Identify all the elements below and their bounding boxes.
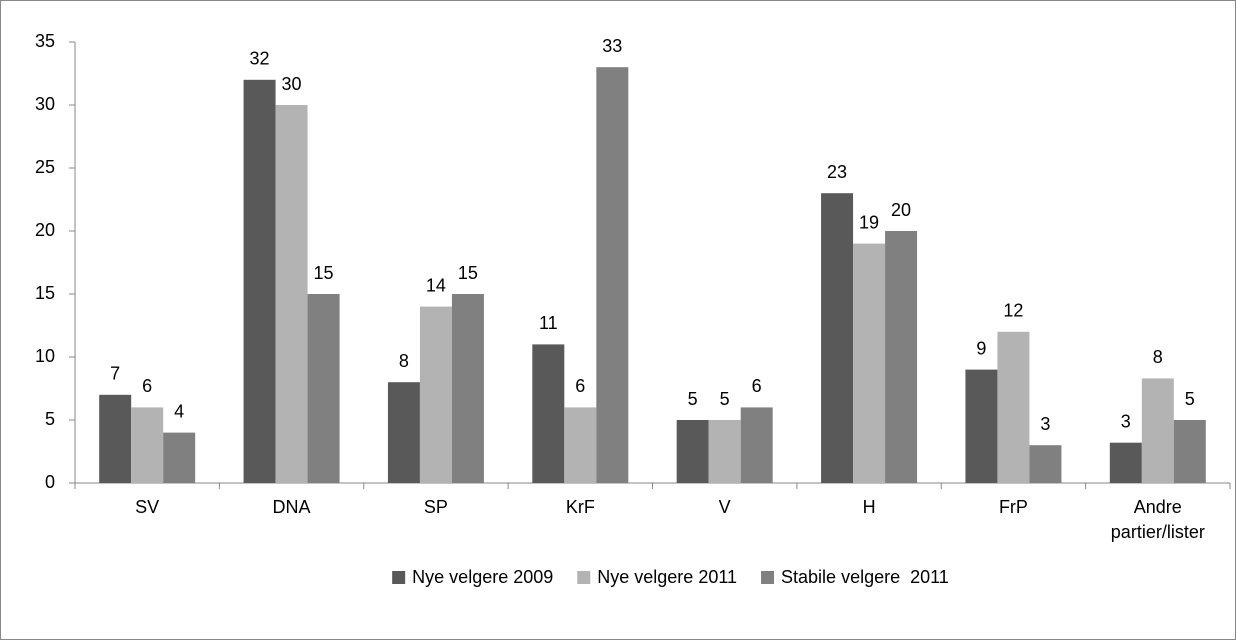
- data-label: 3: [1040, 414, 1050, 434]
- data-label: 15: [314, 263, 334, 283]
- bar: [419, 306, 452, 483]
- bar: [99, 394, 132, 483]
- bar: [1141, 378, 1174, 483]
- x-tick-label: DNA: [272, 497, 311, 517]
- bar: [997, 331, 1030, 483]
- bar: [131, 407, 164, 483]
- legend-label: Nye velgere 2009: [412, 567, 553, 587]
- legend-swatch: [392, 571, 406, 584]
- x-tick-label: H: [862, 497, 876, 517]
- data-label: 33: [602, 36, 622, 56]
- bar: [885, 231, 918, 483]
- bar: [853, 243, 886, 483]
- data-label: 5: [1185, 389, 1195, 409]
- bar: [307, 294, 340, 483]
- bar: [708, 420, 741, 483]
- data-label: 5: [720, 389, 730, 409]
- bar: [596, 67, 629, 483]
- data-label: 3: [1121, 411, 1131, 431]
- bar: [451, 294, 484, 483]
- data-label: 23: [827, 162, 847, 182]
- data-label: 4: [174, 401, 184, 421]
- bar: [564, 407, 597, 483]
- data-label: 6: [575, 376, 585, 396]
- data-label: 6: [142, 376, 152, 396]
- bar: [243, 79, 276, 484]
- y-tick-label: 25: [35, 157, 55, 177]
- data-label: 5: [688, 389, 698, 409]
- y-tick-label: 20: [35, 220, 55, 240]
- data-label: 6: [752, 376, 762, 396]
- data-label: 19: [859, 212, 879, 232]
- bar: [532, 344, 565, 483]
- bar: [821, 193, 854, 483]
- bar: [387, 382, 420, 483]
- x-tick-label: FrP: [998, 497, 1028, 517]
- y-tick-label: 0: [45, 472, 55, 492]
- y-tick-label: 35: [35, 31, 55, 51]
- data-label: 7: [110, 364, 120, 384]
- data-label: 9: [976, 338, 986, 358]
- x-tick-label: KrF: [565, 497, 595, 517]
- bar: [676, 420, 709, 483]
- y-tick-label: 15: [35, 283, 55, 303]
- bar: [1029, 445, 1062, 483]
- bar: [740, 407, 773, 483]
- legend-label: Nye velgere 2011: [597, 567, 737, 587]
- data-label: 12: [1003, 301, 1023, 321]
- legend-label: Stabile velgere 2011: [781, 567, 949, 587]
- data-label: 8: [1153, 347, 1163, 367]
- data-label: 32: [250, 49, 270, 69]
- data-label: 11: [539, 313, 558, 333]
- y-tick-label: 30: [35, 94, 55, 114]
- x-tick-label: Andre partier/lister: [1110, 497, 1205, 542]
- bar: [275, 105, 308, 483]
- data-label: 20: [891, 200, 911, 220]
- bar: [1173, 420, 1206, 483]
- y-tick-label: 10: [35, 346, 55, 366]
- x-tick-label: SP: [423, 497, 448, 517]
- y-tick-label: 5: [45, 409, 55, 429]
- x-tick-label: V: [718, 497, 731, 517]
- legend-swatch: [577, 571, 591, 584]
- data-label: 8: [399, 351, 409, 371]
- x-tick-label: SV: [135, 497, 160, 517]
- data-label: 30: [282, 74, 302, 94]
- data-label: 14: [426, 275, 446, 295]
- data-label: 15: [458, 263, 478, 283]
- legend-swatch: [761, 571, 775, 584]
- bar: [163, 432, 196, 483]
- bar: [1109, 442, 1142, 483]
- bar: [965, 369, 998, 483]
